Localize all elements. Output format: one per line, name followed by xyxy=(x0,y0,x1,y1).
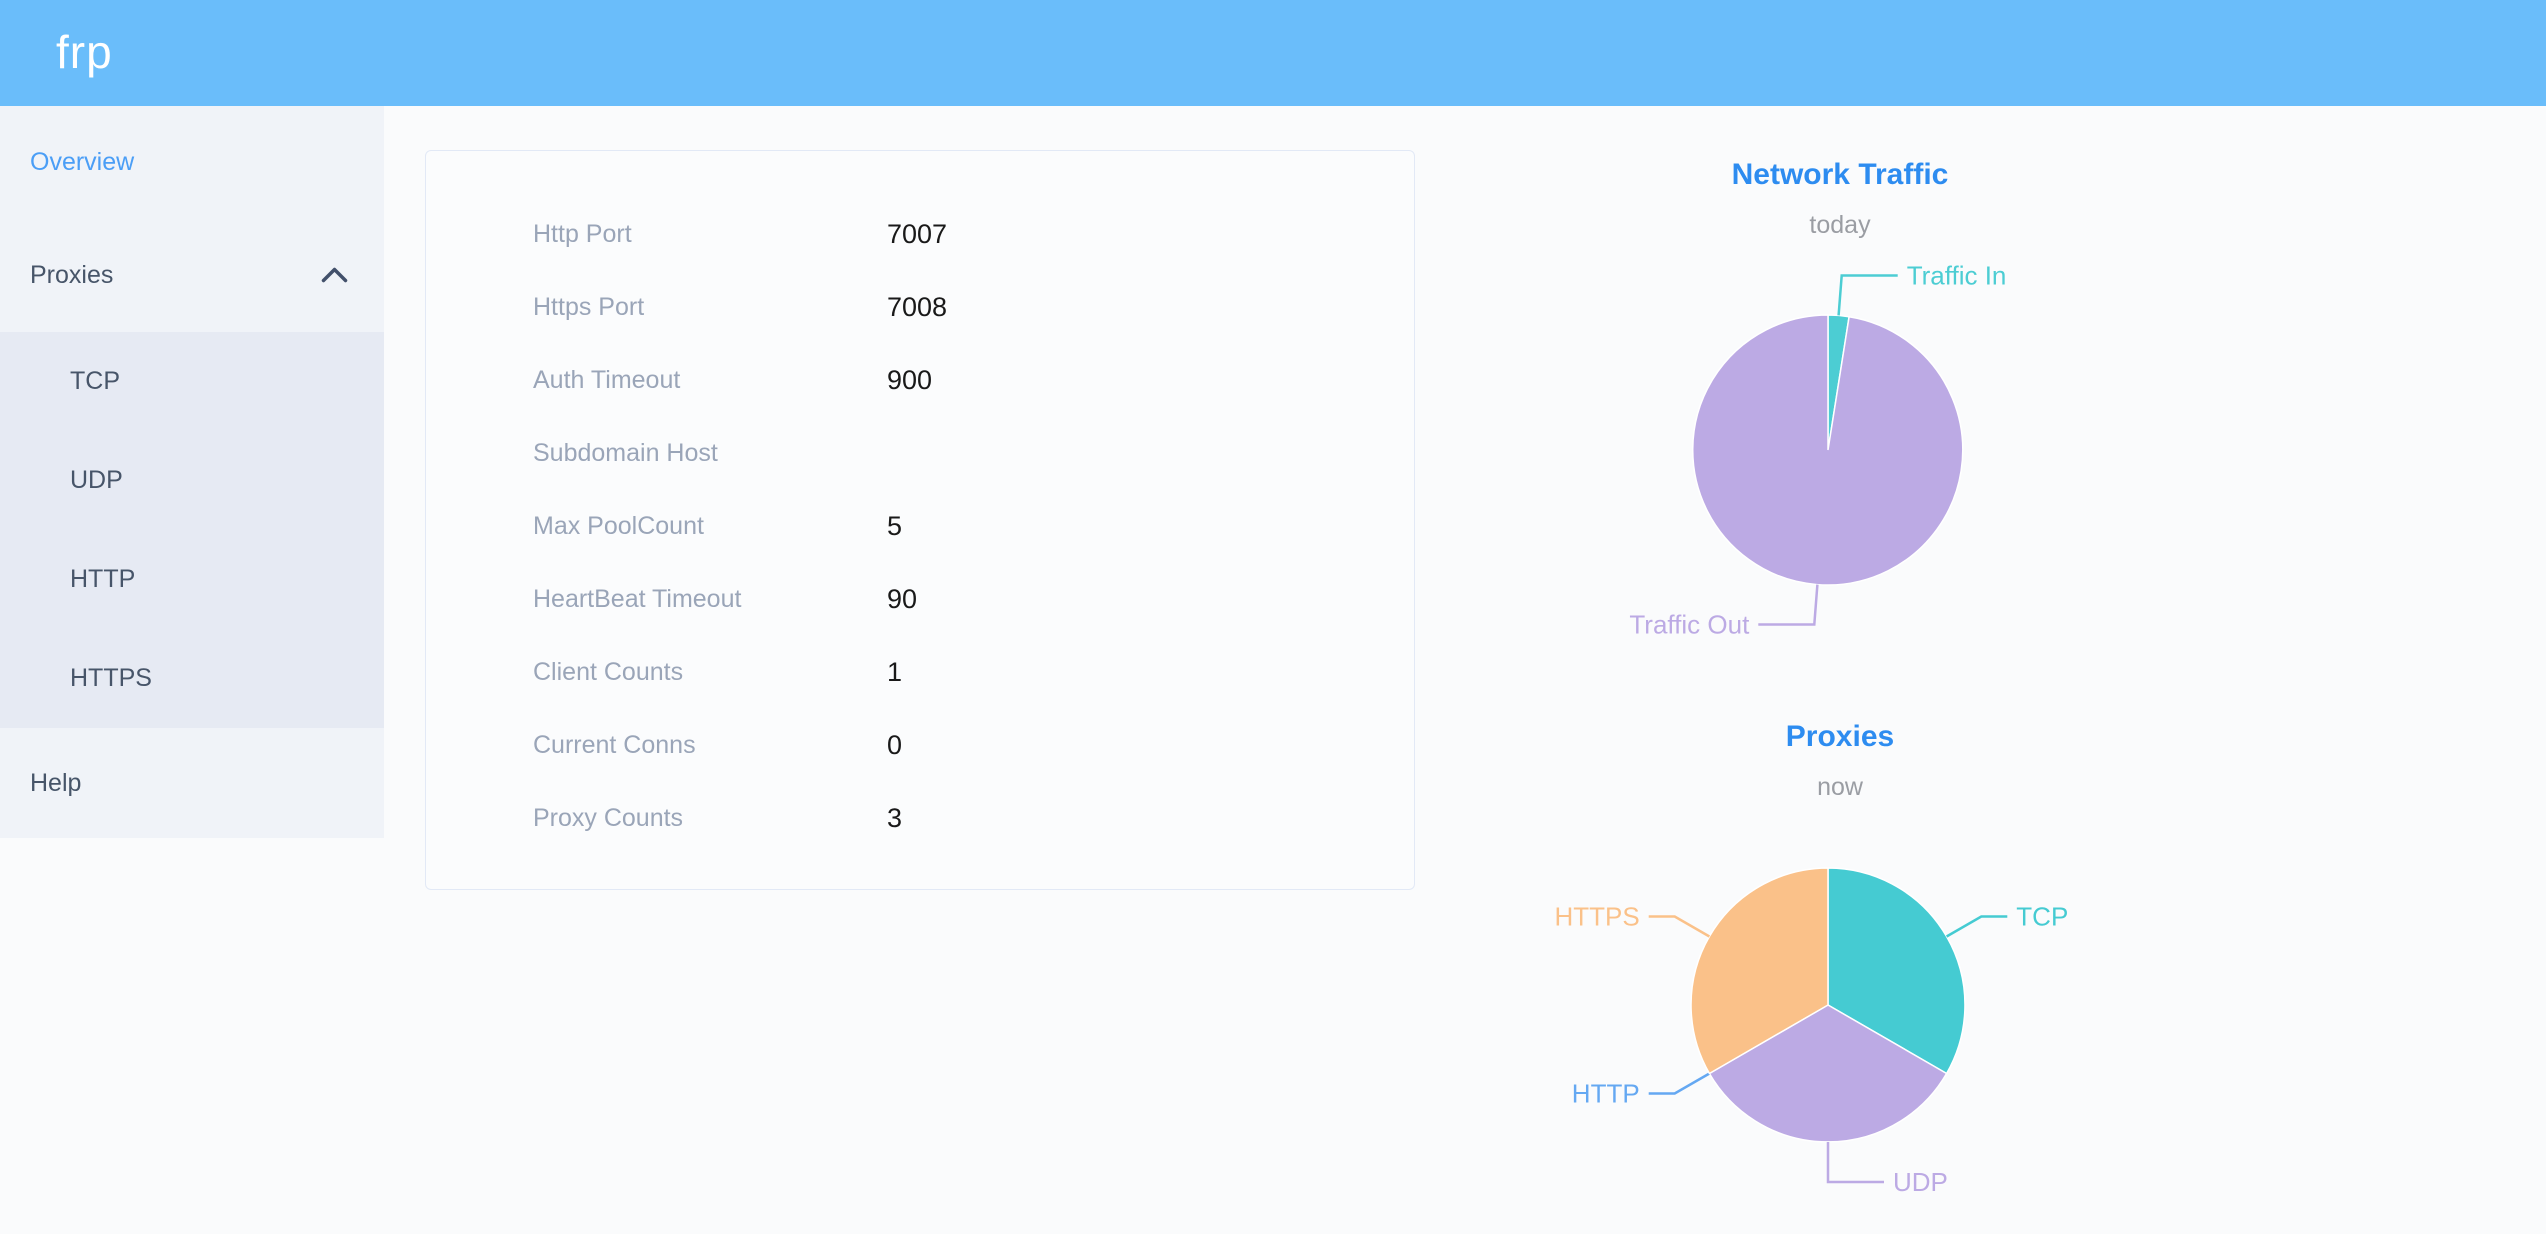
current-conns-value: 0 xyxy=(887,730,903,760)
heartbeat-timeout-label: HeartBeat Timeout xyxy=(533,585,742,613)
sidebar-item-help[interactable]: Help xyxy=(0,728,384,838)
pie-label-tcp: TCP xyxy=(2016,902,2068,932)
table-row: Auth Timeout 900 xyxy=(426,344,1414,417)
table-row: Current Conns 0 xyxy=(426,709,1414,782)
sidebar-item-https[interactable]: HTTPS xyxy=(0,629,384,728)
sidebar-item-udp-label: UDP xyxy=(70,466,123,494)
sidebar-item-overview[interactable]: Overview xyxy=(0,106,384,219)
pie-label-traffic-in: Traffic In xyxy=(1907,261,2007,291)
max-poolcount-label: Max PoolCount xyxy=(533,512,704,540)
table-row: HeartBeat Timeout 90 xyxy=(426,563,1414,636)
top-bar: frp xyxy=(0,0,2546,106)
proxies-chart: Proxies now TCP UDP HTTP HTTPS xyxy=(1390,700,2290,1234)
table-row: Subdomain Host xyxy=(426,417,1414,490)
proxy-counts-value: 3 xyxy=(887,803,903,833)
pie-slice-https[interactable] xyxy=(1690,867,1829,1075)
pie-label-https: HTTPS xyxy=(1554,902,1639,932)
pie-label-traffic-out: Traffic Out xyxy=(1629,610,1750,640)
current-conns-label: Current Conns xyxy=(533,731,696,759)
proxies-pie: TCP UDP HTTP HTTPS xyxy=(1554,867,2068,1197)
table-row: Max PoolCount 5 xyxy=(426,490,1414,563)
proxy-counts-label: Proxy Counts xyxy=(533,804,684,832)
sidebar-item-udp[interactable]: UDP xyxy=(0,431,384,530)
chevron-up-icon xyxy=(321,261,348,290)
max-poolcount-value: 5 xyxy=(887,511,903,541)
heartbeat-timeout-value: 90 xyxy=(887,584,918,614)
sidebar-item-proxies[interactable]: Proxies xyxy=(0,219,384,332)
auth-timeout-label: Auth Timeout xyxy=(533,366,681,394)
proxies-title: Proxies xyxy=(1785,720,1895,753)
pie-label-udp: UDP xyxy=(1893,1167,1948,1197)
table-row: Https Port 7008 xyxy=(426,271,1414,344)
sidebar-item-http-label: HTTP xyxy=(70,565,136,593)
table-row: Proxy Counts 3 xyxy=(426,782,1414,855)
pie-slice-traffic-out[interactable] xyxy=(1691,314,1964,586)
https-port-label: Https Port xyxy=(533,293,645,321)
sidebar-item-proxies-label: Proxies xyxy=(30,261,114,289)
label-line-traffic-out xyxy=(1758,584,1819,626)
sidebar-item-tcp[interactable]: TCP xyxy=(0,332,384,431)
pie-slice-tcp[interactable] xyxy=(1827,867,1966,1075)
pie-slice-udp[interactable] xyxy=(1708,1004,1948,1143)
sidebar-item-help-label: Help xyxy=(30,768,82,797)
label-line-traffic-in xyxy=(1837,274,1898,316)
table-row: Client Counts 1 xyxy=(426,636,1414,709)
client-counts-label: Client Counts xyxy=(533,658,684,686)
subdomain-host-label: Subdomain Host xyxy=(533,439,718,467)
network-traffic-subtitle: today xyxy=(1809,211,1871,239)
network-traffic-title: Network Traffic xyxy=(1731,158,1949,191)
network-traffic-chart: Network Traffic today Traffic In Traffic … xyxy=(1390,90,2290,650)
sidebar-item-https-label: HTTPS xyxy=(70,664,152,692)
label-line-udp xyxy=(1826,1142,1884,1184)
table-row: Http Port 7007 xyxy=(426,198,1414,271)
http-port-value: 7007 xyxy=(887,219,948,249)
sidebar-item-http[interactable]: HTTP xyxy=(0,530,384,629)
http-port-label: Http Port xyxy=(533,220,632,248)
sidebar-item-overview-label: Overview xyxy=(30,148,135,176)
network-traffic-pie: Traffic In Traffic Out xyxy=(1629,261,2007,640)
sidebar: Overview Proxies TCP UDP HTTP HTTPS Help xyxy=(0,106,384,838)
auth-timeout-value: 900 xyxy=(887,365,933,395)
server-overview-card: Http Port 7007 Https Port 7008 Auth Timeou… xyxy=(425,150,1415,890)
sidebar-item-tcp-label: TCP xyxy=(70,367,120,395)
client-counts-value: 1 xyxy=(887,657,903,687)
https-port-value: 7008 xyxy=(887,292,948,322)
label-line-https xyxy=(1648,915,1711,938)
proxies-submenu: TCP UDP HTTP HTTPS xyxy=(0,332,384,728)
proxies-subtitle: now xyxy=(1817,773,1863,801)
app-logo[interactable]: frp xyxy=(56,25,113,78)
label-line-tcp xyxy=(1945,915,2008,938)
label-line-http xyxy=(1648,1072,1711,1095)
pie-label-http: HTTP xyxy=(1572,1079,1640,1109)
